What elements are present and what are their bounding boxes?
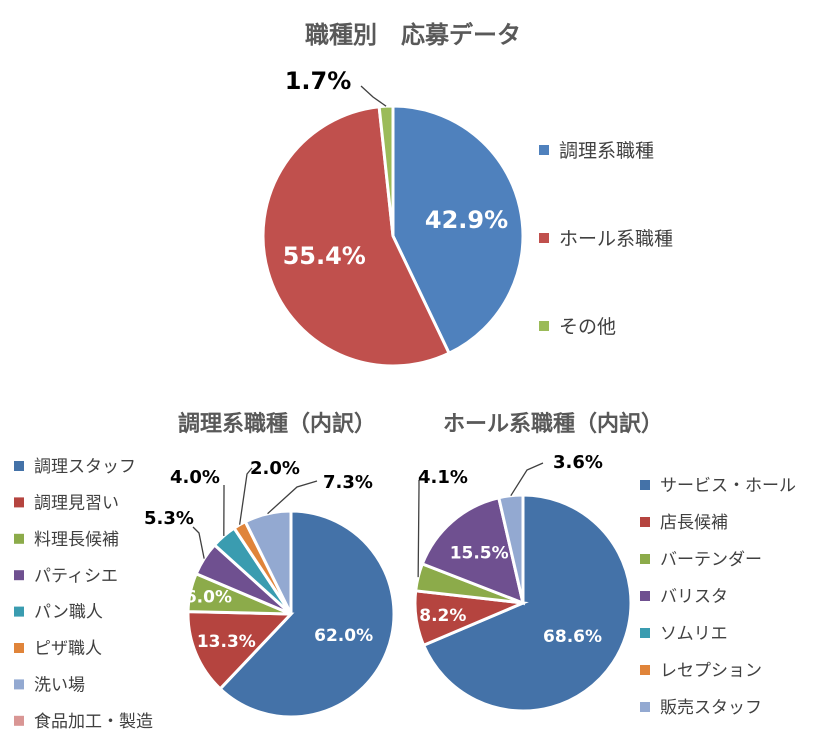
pie1-label-2: 6.0% bbox=[185, 587, 232, 607]
pie0-leader-2 bbox=[360, 85, 387, 107]
legend2-swatch-1 bbox=[640, 517, 650, 527]
legend1-label-6: 洗い場 bbox=[34, 676, 85, 696]
pie1-label-5: 2.0% bbox=[250, 458, 300, 479]
legend2-swatch-2 bbox=[640, 554, 650, 564]
pie1-label-1: 13.3% bbox=[197, 632, 256, 652]
legend2-label-2: バーテンダー bbox=[660, 550, 762, 570]
main-chart-title: 職種別 応募データ bbox=[305, 21, 521, 49]
legend0-label-2: その他 bbox=[559, 316, 616, 338]
legend2-swatch-4 bbox=[640, 628, 650, 638]
legend0-swatch-2 bbox=[539, 321, 549, 331]
legend2-swatch-6 bbox=[640, 702, 650, 712]
pie2-label-6: 3.6% bbox=[553, 452, 603, 473]
pie1-slice-0 bbox=[218, 509, 396, 719]
legend1-swatch-7 bbox=[14, 715, 24, 726]
pie1-leader-3 bbox=[192, 526, 205, 559]
pie2-label-3: 15.5% bbox=[450, 543, 509, 563]
pie0-slice-1 bbox=[261, 105, 452, 368]
hall-pie bbox=[413, 493, 633, 713]
legend2-label-1: 店長候補 bbox=[660, 513, 728, 533]
legend1-swatch-6 bbox=[14, 679, 24, 690]
legend2-label-4: ソムリエ bbox=[660, 624, 728, 644]
legend2-label-6: 販売スタッフ bbox=[660, 698, 762, 718]
legend1-swatch-1 bbox=[14, 497, 24, 508]
legends: 調理系職種ホール系職種その他調理スタッフ調理見習い料理長候補パティシエパン職人ピ… bbox=[14, 140, 796, 732]
legend2-swatch-5 bbox=[640, 665, 650, 675]
pie2-label-0: 68.6% bbox=[543, 627, 602, 647]
pie2-leader-2 bbox=[417, 480, 420, 578]
pie1-label-0: 62.0% bbox=[314, 626, 373, 646]
pie0-slice-2 bbox=[377, 104, 395, 237]
pie1-leader-6 bbox=[267, 480, 318, 515]
pie1-leader-5 bbox=[238, 467, 253, 525]
legend2-label-0: サービス・ホール bbox=[660, 476, 796, 496]
legend0-swatch-0 bbox=[539, 145, 549, 155]
pie2-label-2: 4.1% bbox=[418, 467, 468, 488]
pie1-label-4: 4.0% bbox=[170, 467, 220, 488]
pie1-slice-1 bbox=[186, 610, 295, 691]
legend1-swatch-2 bbox=[14, 533, 24, 544]
legend2-label-3: バリスタ bbox=[660, 587, 728, 607]
legend1-label-0: 調理スタッフ bbox=[34, 457, 136, 477]
pie2-leader-6 bbox=[510, 462, 544, 497]
cooking-chart-title: 調理系職種（内訳） bbox=[178, 411, 376, 437]
pie0-label-1: 55.4% bbox=[283, 242, 366, 270]
legend1-swatch-4 bbox=[14, 606, 24, 617]
main-pie bbox=[261, 104, 525, 368]
data-labels: 42.9% 55.4% 1.7% 62.0% 13.3% 6.0% 5.3% 4.0% 2.0%… bbox=[144, 67, 603, 652]
legend0-label-0: 調理系職種 bbox=[559, 140, 654, 162]
legend1-label-2: 料理長候補 bbox=[34, 530, 119, 550]
cooking-pie bbox=[186, 509, 396, 719]
legend1-swatch-3 bbox=[14, 570, 24, 581]
legend1-label-5: ピザ職人 bbox=[34, 639, 102, 659]
legend1-label-4: パン職人 bbox=[34, 603, 103, 623]
legend0-label-1: ホール系職種 bbox=[559, 228, 673, 250]
pie1-label-3: 5.3% bbox=[144, 508, 194, 529]
legend1-label-7: 食品加工・製造 bbox=[34, 712, 153, 732]
hall-chart-title: ホール系職種（内訳） bbox=[443, 411, 663, 437]
pie1-label-6: 7.3% bbox=[323, 472, 373, 493]
legend0-swatch-1 bbox=[539, 233, 549, 243]
pie0-slice-0 bbox=[391, 104, 525, 356]
legend2-label-5: レセプション bbox=[660, 661, 762, 681]
pie2-label-1: 8.2% bbox=[419, 606, 466, 626]
legend2-swatch-3 bbox=[640, 591, 650, 601]
pie0-label-0: 42.9% bbox=[425, 206, 508, 234]
legend1-label-1: 調理見習い bbox=[34, 494, 119, 514]
pie0-label-2: 1.7% bbox=[285, 67, 352, 95]
legend2-swatch-0 bbox=[640, 480, 650, 490]
pie2-slice-0 bbox=[421, 493, 633, 713]
legend1-swatch-5 bbox=[14, 643, 24, 653]
legend1-label-3: パティシエ bbox=[34, 566, 118, 586]
pie2-slice-3 bbox=[420, 495, 526, 606]
legend1-swatch-0 bbox=[14, 461, 24, 471]
